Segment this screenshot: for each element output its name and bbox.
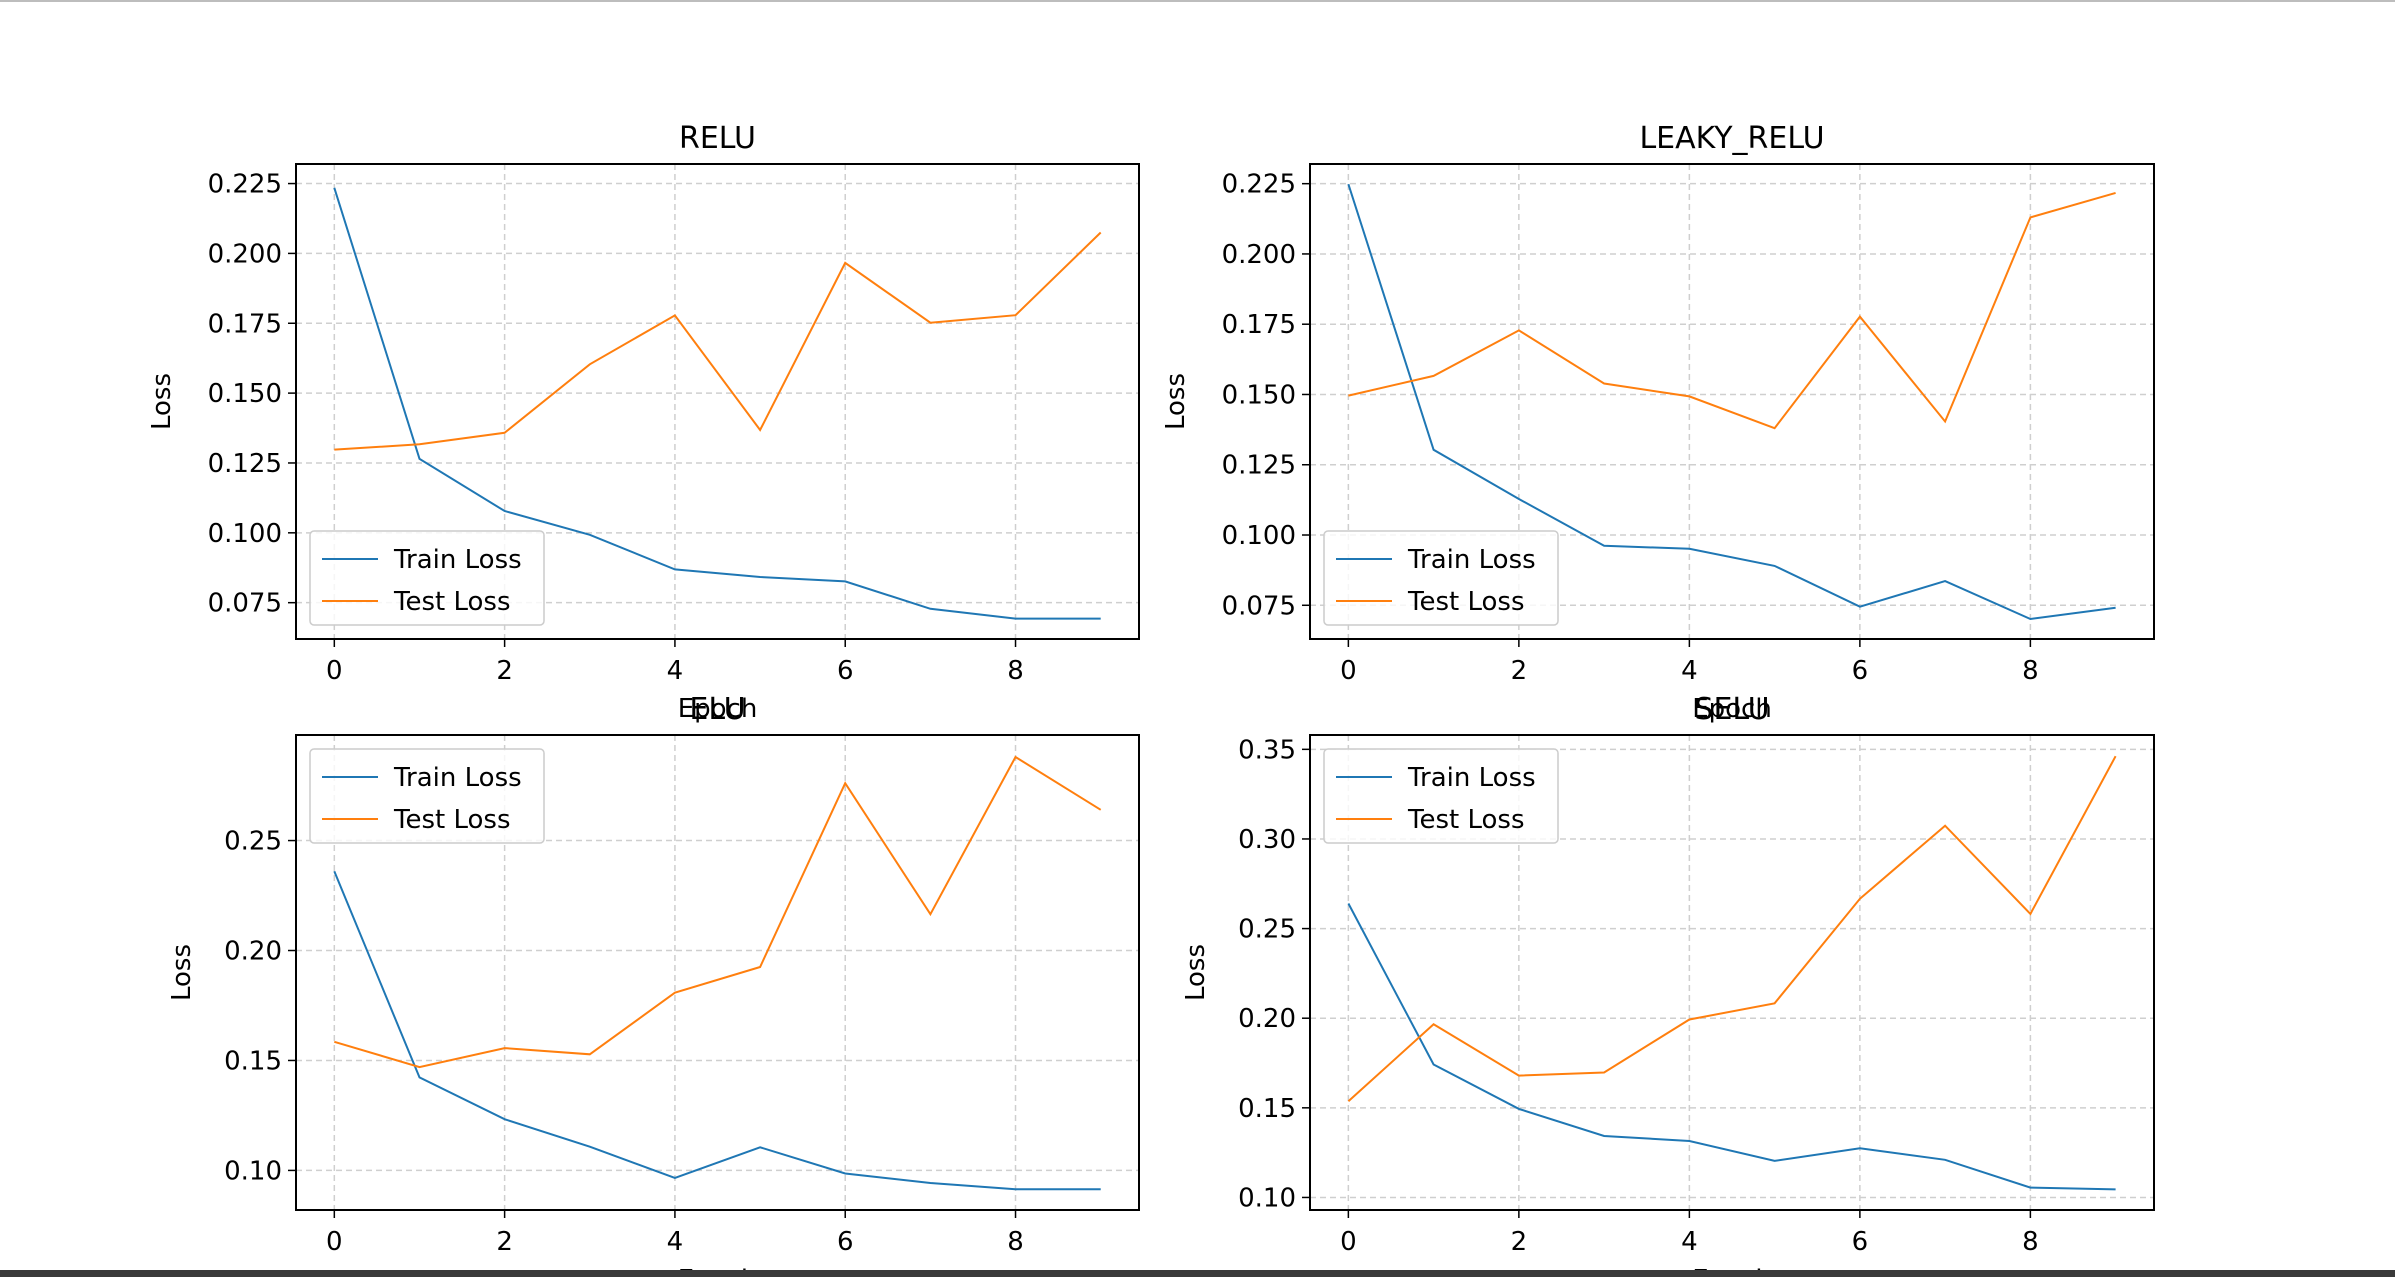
bottom-strip	[0, 1270, 2395, 1277]
chart-1-legend-label-train: Train Loss	[393, 545, 522, 575]
chart-3-series-test-line	[334, 755, 1102, 1069]
chart-4-xtick-label: 2	[1511, 1227, 1528, 1257]
chart-1-xtick-label: 6	[837, 656, 854, 686]
chart-1-xlabel: Epoch	[678, 694, 758, 724]
chart-2-title: LEAKY_RELU	[1639, 121, 1824, 156]
chart-1-xtick-label: 0	[326, 656, 343, 686]
chart-1-ytick-label: 0.125	[208, 449, 282, 479]
chart-3-title: ELU	[689, 692, 745, 727]
chart-2-ylabel: Loss	[1161, 373, 1191, 430]
chart-3-legend-label-train: Train Loss	[393, 763, 522, 793]
chart-3-ytick-label: 0.25	[224, 827, 282, 857]
chart-1-ytick-label: 0.075	[208, 589, 282, 619]
chart-4-ytick-label: 0.30	[1238, 825, 1296, 855]
chart-3-series-train-line	[333, 870, 1101, 1191]
chart-1-xtick-label: 2	[496, 656, 513, 686]
chart-1-ytick-label: 0.100	[208, 519, 282, 549]
chart-1-ylabel: Loss	[147, 373, 177, 430]
chart-1-xtick-label: 4	[667, 656, 684, 686]
chart-2-ytick-label: 0.075	[1222, 591, 1296, 621]
chart-3-legend: Train Loss Test Loss	[309, 748, 545, 844]
chart-2-xtick-label: 2	[1511, 656, 1528, 686]
chart-2-ytick-label: 0.125	[1222, 451, 1296, 481]
chart-4-legend: Train Loss Test Loss	[1323, 748, 1559, 844]
chart-2-ytick-label: 0.100	[1222, 521, 1296, 551]
chart-3-xtick-label: 8	[1007, 1227, 1024, 1257]
chart-1-ytick-label: 0.200	[208, 239, 282, 269]
chart-2: 0 2 4 6 8 0.075 0.100 0.125 0.150 0.175 0.200 0.225…	[1161, 121, 2155, 724]
chart-2-xtick-label: 6	[1852, 656, 1869, 686]
chart-1-ytick-label: 0.175	[208, 309, 282, 339]
chart-2-axes-frame	[1309, 163, 2155, 640]
chart-2-xlabel: Epoch	[1692, 694, 1772, 724]
chart-3-ytick-label: 0.15	[224, 1046, 282, 1076]
chart-4-ylabel: Loss	[1181, 944, 1211, 1001]
chart-2-series-test-line	[1348, 191, 2116, 430]
chart-4-series-train-line	[1347, 903, 2116, 1191]
chart-4-title: SELU	[1694, 692, 1769, 727]
chart-4-xtick-label: 4	[1681, 1227, 1698, 1257]
chart-4-ytick-label: 0.20	[1238, 1004, 1296, 1034]
chart-4: 0 2 4 6 8 0.10 0.15 0.20 0.25 0.30 0.35 SELUEpoch Lo…	[1181, 692, 2155, 1277]
chart-4-ytick-label: 0.25	[1238, 915, 1296, 945]
chart-2-series-train-line	[1347, 183, 2116, 621]
chart-1-legend-label-test: Test Loss	[393, 587, 511, 617]
chart-3-ytick-label: 0.20	[224, 937, 282, 967]
chart-1-xtick-label: 8	[1007, 656, 1024, 686]
chart-4-legend-label-train: Train Loss	[1407, 763, 1536, 793]
chart-4-ytick-label: 0.15	[1238, 1094, 1296, 1124]
chart-3-xtick-label: 0	[326, 1227, 343, 1257]
chart-4-axes-frame	[1309, 734, 2155, 1211]
chart-2-xtick-label: 8	[2022, 656, 2039, 686]
chart-4-legend-label-test: Test Loss	[1407, 805, 1525, 835]
chart-4-series-test-line	[1347, 755, 2117, 1102]
chart-4-ytick-label: 0.35	[1238, 735, 1296, 765]
chart-2-legend-label-train: Train Loss	[1407, 545, 1536, 575]
chart-3-ylabel: Loss	[167, 944, 197, 1001]
chart-3-xtick-label: 6	[837, 1227, 854, 1257]
chart-4-ytick-label: 0.10	[1238, 1183, 1296, 1213]
chart-1-title: RELU	[679, 121, 756, 156]
chart-2-ytick-label: 0.175	[1222, 310, 1296, 340]
chart-2-xtick-label: 0	[1340, 656, 1357, 686]
chart-1-series-test-line	[334, 231, 1102, 451]
chart-1-ytick-label: 0.225	[208, 170, 282, 200]
chart-2-legend-label-test: Test Loss	[1407, 587, 1525, 617]
chart-1-axes-frame	[295, 163, 1140, 640]
chart-4-xtick-label: 8	[2022, 1227, 2039, 1257]
top-divider	[0, 0, 2395, 2]
chart-2-ytick-label: 0.225	[1222, 170, 1296, 200]
chart-1: 0 2 4 6 8 0.075 0.100 0.125 0.150 0.175 0.200 0.225…	[147, 121, 1140, 724]
chart-3-ytick-label: 0.10	[224, 1156, 282, 1186]
chart-3-xtick-label: 4	[667, 1227, 684, 1257]
chart-3-legend-label-test: Test Loss	[393, 805, 511, 835]
chart-2-ytick-label: 0.200	[1222, 240, 1296, 270]
chart-4-xtick-label: 6	[1852, 1227, 1869, 1257]
chart-3-xtick-label: 2	[496, 1227, 513, 1257]
chart-4-xtick-label: 0	[1340, 1227, 1357, 1257]
chart-2-xtick-label: 4	[1681, 656, 1698, 686]
chart-1-ytick-label: 0.150	[208, 379, 282, 409]
chart-1-legend: Train Loss Test Loss	[309, 530, 545, 626]
chart-2-legend: Train Loss Test Loss	[1323, 530, 1559, 626]
chart-1-series-train-line	[333, 187, 1101, 620]
chart-3-axes-frame	[295, 734, 1140, 1211]
chart-2-ytick-label: 0.150	[1222, 380, 1296, 410]
